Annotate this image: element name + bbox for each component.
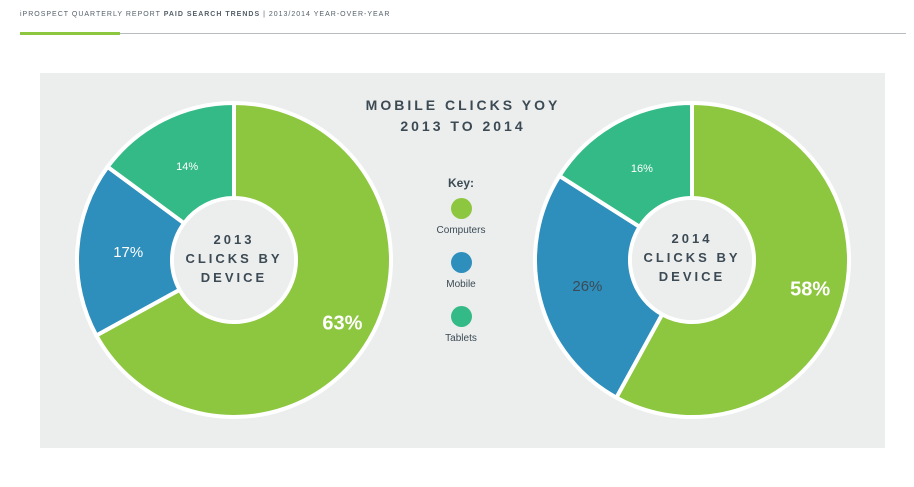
donut-2013-center-line-2: CLICKS BY xyxy=(185,251,283,266)
header-accent-rule xyxy=(20,32,120,35)
donut-2013-label-tablets: 14% xyxy=(176,161,198,173)
donut-2013-center-line-3: DEVICE xyxy=(200,270,268,285)
donut-2014-center-label: 2014 CLICKS BY DEVICE xyxy=(632,229,752,286)
header-separator: | xyxy=(260,11,269,18)
donut-2013-center-label: 2013 CLICKS BY DEVICE xyxy=(174,230,294,287)
chart-title-line-1: MOBILE CLICKS YOY xyxy=(365,97,561,113)
donut-2013-label-computers: 63% xyxy=(322,312,362,334)
legend-item-computers: Computers xyxy=(413,198,509,236)
donut-2014-slice-computers xyxy=(613,100,851,419)
legend-title: Key: xyxy=(447,176,474,190)
donut-2014-label-mobile: 26% xyxy=(572,278,602,295)
donut-2013-slice-computers xyxy=(93,100,393,419)
header-report-name: iPROSPECT QUARTERLY REPORT xyxy=(20,11,164,18)
donut-2014-center-line-2: CLICKS BY xyxy=(643,250,741,265)
donut-2014-slice-tablets xyxy=(556,100,694,230)
donut-2014-label-tablets: 16% xyxy=(631,163,653,175)
legend-swatch-tablets xyxy=(450,306,472,327)
donut-2014-center-line-1: 2014 xyxy=(671,231,713,246)
donut-2014-slice-mobile xyxy=(533,173,665,401)
header-section: PAID SEARCH TRENDS xyxy=(163,11,261,18)
donut-2014-hole xyxy=(632,200,752,320)
donut-2013-hole xyxy=(174,200,294,320)
donut-2013-label-mobile: 17% xyxy=(113,244,143,261)
legend-swatch-mobile xyxy=(450,252,472,273)
donut-2013-slice-tablets xyxy=(104,100,236,227)
donut-2014-label-computers: 58% xyxy=(790,279,830,301)
report-header: iPROSPECT QUARTERLY REPORT PAID SEARCH T… xyxy=(20,11,390,18)
header-period: 2013/2014 YEAR-OVER-YEAR xyxy=(268,11,391,18)
legend-item-tablets: Tablets xyxy=(413,306,509,344)
legend-label-tablets: Tablets xyxy=(445,333,477,344)
legend-label-computers: Computers xyxy=(436,225,486,236)
donut-2013-center-line-1: 2013 xyxy=(213,232,255,247)
legend-swatch-computers xyxy=(450,198,472,219)
chart-title-line-2: 2013 TO 2014 xyxy=(400,118,526,134)
donut-2013-slice-mobile xyxy=(75,164,187,339)
chart-title: MOBILE CLICKS YOY 2013 TO 2014 xyxy=(313,95,613,137)
header-rule xyxy=(20,33,906,34)
legend-label-mobile: Mobile xyxy=(446,279,476,290)
legend-item-mobile: Mobile xyxy=(413,252,509,290)
donut-2014-center-line-3: DEVICE xyxy=(658,269,726,284)
